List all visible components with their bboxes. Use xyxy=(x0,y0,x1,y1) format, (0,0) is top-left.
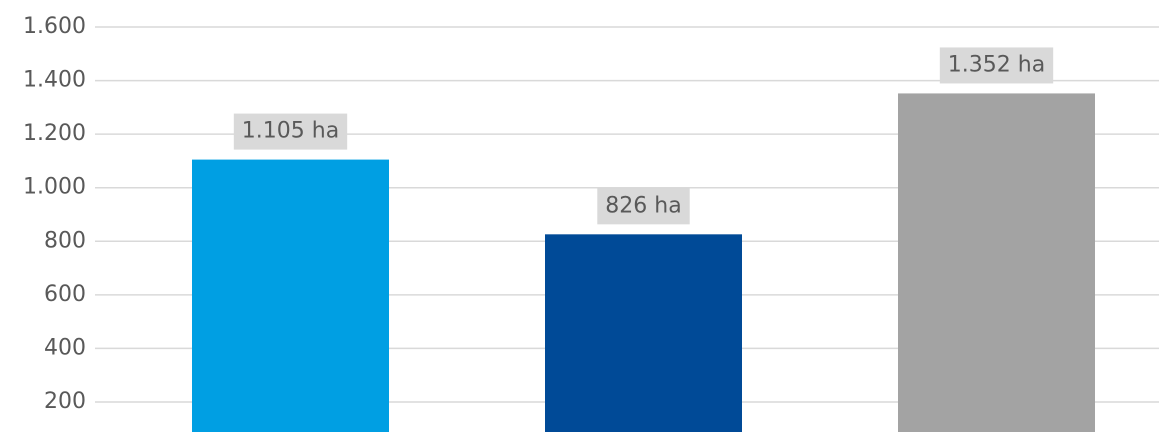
data-label: 1.352 ha xyxy=(948,52,1045,77)
bar xyxy=(545,234,742,432)
y-tick-label: 800 xyxy=(44,228,86,253)
bar xyxy=(898,93,1095,432)
y-tick-label: 1.000 xyxy=(23,175,86,200)
y-tick-label: 400 xyxy=(44,335,86,360)
y-tick-label: 600 xyxy=(44,282,86,307)
data-label-box xyxy=(233,113,348,150)
y-tick-label: 1.400 xyxy=(23,68,86,93)
data-label: 826 ha xyxy=(605,193,681,218)
bar xyxy=(192,159,389,432)
y-tick-label: 1.200 xyxy=(23,121,86,146)
data-label: 1.105 ha xyxy=(242,119,339,144)
data-label-box xyxy=(597,188,690,225)
y-tick-label: 200 xyxy=(44,389,86,414)
data-label-box xyxy=(939,47,1054,84)
y-tick-label: 1.600 xyxy=(23,14,86,39)
